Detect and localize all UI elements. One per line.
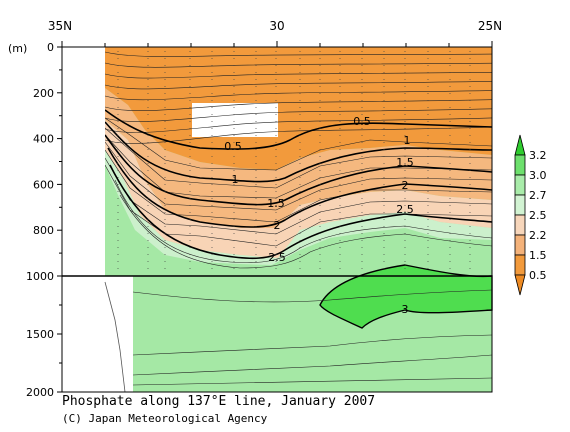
contour-line (104, 126, 493, 144)
contour-line (104, 149, 493, 223)
colorbar-label: 1.5 (529, 249, 547, 262)
contour-label: 2.5 (396, 203, 414, 216)
land-region-upper (62, 47, 105, 276)
contour-label: 1 (404, 134, 411, 147)
colorbar-label: 3.0 (529, 169, 547, 182)
y-tick-label: 2000 (26, 386, 54, 399)
orange-top-band (105, 47, 492, 170)
contour-line (104, 90, 493, 101)
contour-line (132, 289, 493, 303)
colorbar-label: 2.2 (529, 229, 547, 242)
contour-label: 3 (402, 303, 409, 316)
x-tick-label: 35N (48, 19, 72, 33)
peach-band (105, 120, 492, 258)
slope-line (104, 281, 126, 393)
x-tick-label: 30 (269, 19, 284, 33)
contour-label: 2 (402, 179, 409, 192)
no-data-box (192, 103, 278, 137)
contour-label: 1.5 (396, 156, 414, 169)
contour-1-5 (104, 134, 493, 206)
y-tick-label: 600 (33, 178, 54, 191)
contour-label: 1.5 (267, 197, 285, 210)
contour-0-5 (104, 109, 493, 150)
colorbar-segment (514, 154, 526, 176)
y-tick-label: 1000 (26, 270, 54, 283)
contour-line (132, 334, 493, 356)
y-tick-label: 200 (33, 87, 54, 100)
colorbar-label: 0.5 (529, 269, 547, 282)
colorbar-segment (514, 234, 526, 256)
colorbar-segment (514, 254, 526, 276)
contour-label: 1 (232, 173, 239, 186)
y-tick-label: 0 (47, 41, 54, 54)
contour-2 (107, 147, 493, 228)
light-orange-band (105, 88, 492, 228)
contour-line (104, 81, 493, 90)
contour-line (119, 194, 493, 269)
colorbar-label: 3.2 (529, 149, 547, 162)
colorbar-segment (514, 194, 526, 216)
contour-line (132, 377, 493, 386)
chart-credit: (C) Japan Meteorological Agency (62, 412, 268, 425)
colorbar-segment (514, 174, 526, 196)
colorbar-segment (514, 214, 526, 236)
contour-line (114, 179, 493, 263)
contour-line (104, 108, 493, 122)
y-axis-unit: (m) (8, 42, 27, 55)
contour-line (104, 164, 493, 247)
contour-line (104, 127, 493, 189)
contour-line (104, 117, 493, 133)
y-tick-label: 1500 (26, 328, 54, 341)
contour-line (104, 51, 493, 57)
contour-line (104, 72, 493, 79)
contour-2-5 (109, 164, 493, 260)
y-tick-label: 800 (33, 224, 54, 237)
chart-title: Phosphate along 137°E line, January 2007 (62, 394, 376, 409)
contour-label: 0.5 (224, 140, 242, 153)
contour-line (104, 99, 493, 111)
land-region-lower (62, 276, 133, 392)
contour-1 (104, 121, 493, 183)
colorbar-segment (514, 274, 526, 296)
colorbar-label: 2.7 (529, 189, 547, 202)
y-tick-label: 400 (33, 133, 54, 146)
colorbar-segment (514, 134, 526, 156)
x-tick-label: 25N (478, 19, 502, 33)
contour-label: 0.5 (353, 115, 371, 128)
contour-label: 2 (274, 219, 281, 232)
colorbar-label: 2.5 (529, 209, 547, 222)
contour-line (132, 354, 493, 376)
high-phosphate-region (319, 264, 493, 329)
contour-label: 2.5 (268, 251, 286, 264)
contour-line (104, 141, 493, 211)
contour-line (104, 62, 493, 68)
